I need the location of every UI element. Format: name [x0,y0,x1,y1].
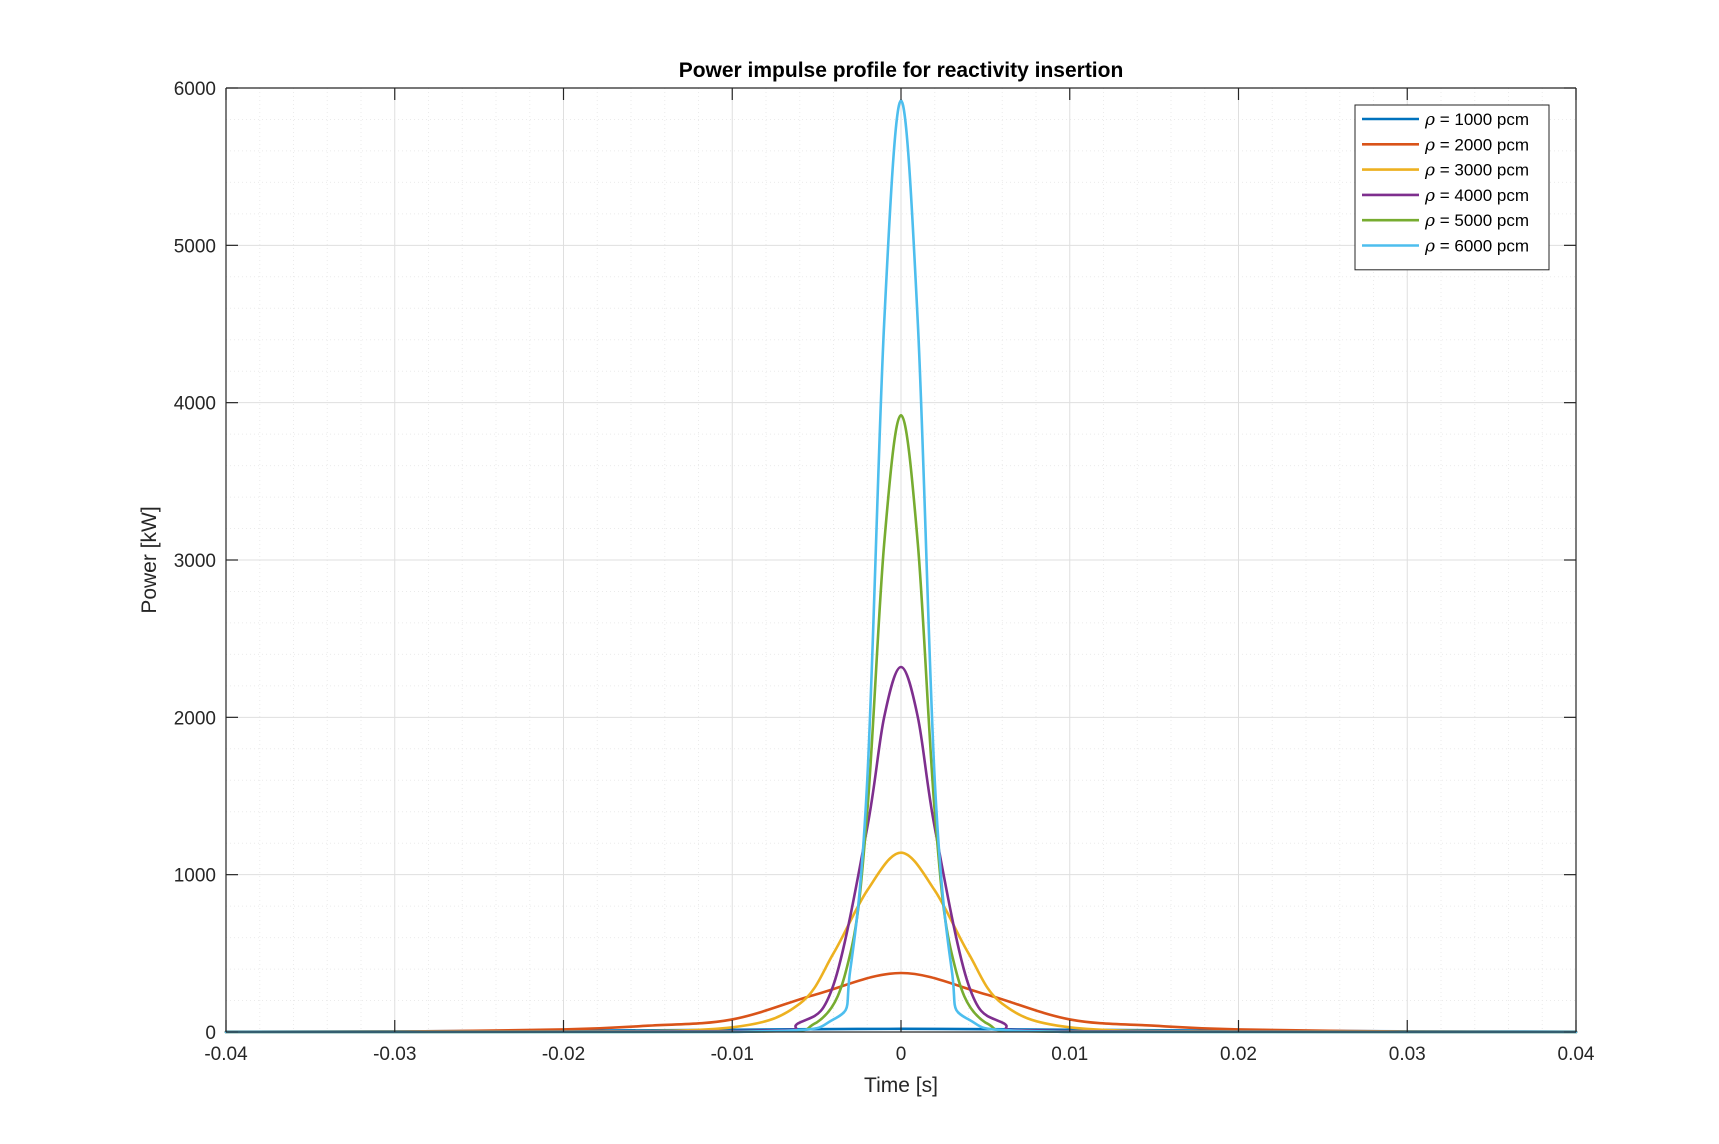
y-tick-label: 4000 [174,394,216,415]
legend-rho-text: = 2000 pcm [1435,135,1529,154]
legend-box [1354,104,1550,271]
y-tick-label: 5000 [174,236,216,257]
series-line-6 [224,99,1578,1034]
y-tick-label: 0 [205,1023,216,1044]
legend-item: ρ = 3000 pcm [1362,161,1529,181]
x-tick-label: 0.02 [1220,1044,1257,1065]
x-tick-label: -0.01 [711,1044,754,1065]
legend-rho-symbol: ρ [1424,135,1435,155]
legend-label: ρ = 3000 pcm [1424,161,1529,181]
legend-rho-symbol: ρ [1424,186,1435,206]
y-tick-label: 2000 [174,708,216,729]
x-tick-label: -0.03 [373,1044,416,1065]
legend-item: ρ = 6000 pcm [1362,237,1529,257]
x-axis-label: Time [s] [864,1074,938,1097]
x-tick-label: 0.04 [1558,1044,1595,1065]
legend-rho-text: = 5000 pcm [1435,211,1529,230]
x-tick-label: -0.04 [204,1044,248,1065]
y-ticks: 0 1000 2000 3000 4000 5000 6000 [174,79,1576,1044]
y-tick-label: 3000 [174,551,216,572]
legend-label: ρ = 2000 pcm [1424,135,1529,155]
legend-label: ρ = 4000 pcm [1424,186,1529,206]
y-tick-label: 1000 [174,866,216,887]
x-tick-label: 0.01 [1051,1044,1088,1065]
legend-item: ρ = 2000 pcm [1362,135,1529,155]
legend-label: ρ = 1000 pcm [1424,110,1529,130]
legend-rho-symbol: ρ [1424,211,1435,231]
legend-rho-text: = 1000 pcm [1435,110,1529,129]
x-tick-label: 0 [896,1044,907,1065]
x-tick-label: 0.03 [1389,1044,1426,1065]
y-axis-label: Power [kW] [138,506,161,613]
legend-item: ρ = 4000 pcm [1362,186,1529,206]
series-line-2 [224,971,1578,1034]
legend-item: ρ = 1000 pcm [1362,110,1529,130]
y-tick-label: 6000 [174,79,216,100]
legend-item: ρ = 5000 pcm [1362,211,1529,231]
x-tick-label: -0.02 [542,1044,585,1065]
legend-rho-symbol: ρ [1424,110,1435,130]
legend-rho-symbol: ρ [1424,237,1435,257]
legend-rho-text: = 6000 pcm [1435,237,1529,256]
legend-label: ρ = 6000 pcm [1424,237,1529,257]
legend-rho-symbol: ρ [1424,161,1435,181]
legend-label: ρ = 5000 pcm [1424,211,1529,231]
legend-rho-text: = 3000 pcm [1435,161,1529,180]
chart-title: Power impulse profile for reactivity ins… [679,59,1124,82]
x-ticks: -0.04 -0.03 -0.02 -0.01 0 0.01 0.02 0.03 0.04 [204,88,1595,1065]
legend-rho-text: = 4000 pcm [1435,186,1529,205]
